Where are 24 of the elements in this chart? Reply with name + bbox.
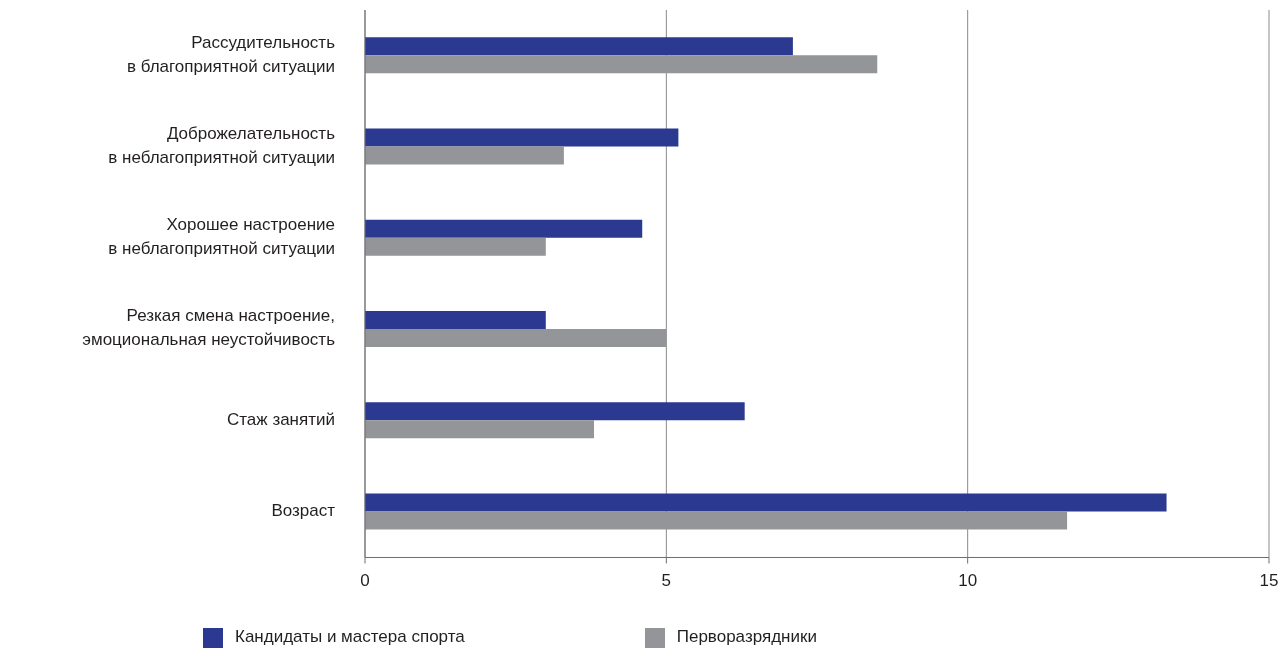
- bar: [365, 511, 1068, 530]
- bar: [365, 37, 793, 56]
- x-tick-label: 5: [661, 570, 672, 590]
- bar: [365, 237, 546, 256]
- legend-label: Кандидаты и мастера спорта: [235, 627, 465, 647]
- x-tick-label: 15: [1259, 570, 1279, 590]
- y-tick-label: Резкая смена настроение, эмоциональная неустойчивость: [82, 306, 336, 350]
- bar: [365, 493, 1167, 512]
- bar: [365, 219, 643, 238]
- bar: [365, 311, 546, 330]
- y-tick-label: Доброжелательность в неблагоприятной ситуации: [108, 124, 336, 168]
- y-tick-label: Стаж занятий: [226, 410, 335, 430]
- x-tick-label: 0: [360, 570, 370, 590]
- bar: [365, 329, 667, 348]
- y-tick-label: Хорошее настроение в неблагоприятной ситуации: [108, 215, 335, 259]
- bar: [365, 55, 878, 74]
- legend-label: Перворазрядники: [676, 627, 817, 647]
- bar: [365, 402, 745, 421]
- bar: [365, 420, 595, 439]
- bar: [365, 128, 679, 147]
- y-tick-label: Возраст: [271, 501, 336, 521]
- bar: [365, 146, 564, 165]
- x-tick-label: 10: [958, 570, 978, 590]
- y-tick-label: Рассудительность в благоприятной ситуации: [126, 33, 336, 77]
